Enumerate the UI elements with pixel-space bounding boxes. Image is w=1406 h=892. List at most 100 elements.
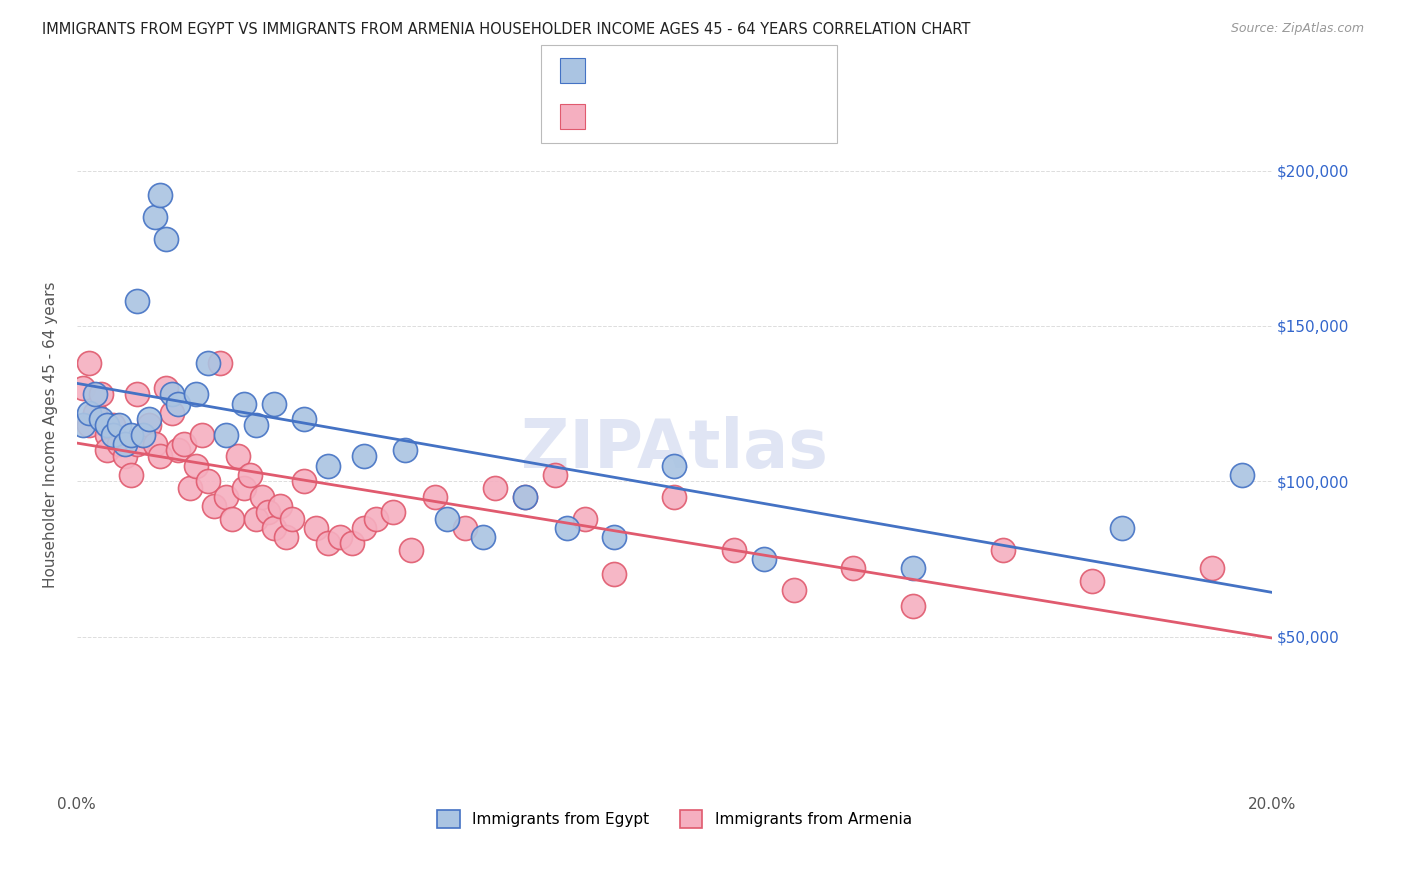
Point [664,490,686,504]
Point [167,443,190,458]
Point [991,542,1014,557]
Text: N =: N = [685,110,728,124]
Point [484,481,506,495]
Point [90,412,112,426]
Point [107,418,129,433]
Point [329,530,352,544]
Point [316,536,339,550]
Point [221,511,243,525]
Point [269,499,291,513]
Point [114,437,136,451]
Text: N =: N = [685,63,728,78]
Point [155,381,177,395]
Point [72,381,94,395]
Point [149,450,172,464]
Point [72,418,94,433]
Point [1081,574,1104,588]
Point [167,397,190,411]
Point [83,406,105,420]
Point [149,188,172,202]
Point [96,443,118,458]
Point [131,427,153,442]
Point [179,481,201,495]
Point [143,211,166,225]
Point [114,450,136,464]
Point [125,437,148,451]
Point [191,427,214,442]
Point [226,450,249,464]
Point [186,458,208,473]
Point [382,505,405,519]
Point [101,418,124,433]
Text: R =: R = [593,63,627,78]
Point [1201,561,1223,575]
Y-axis label: Householder Income Ages 45 - 64 years: Householder Income Ages 45 - 64 years [44,282,58,588]
Point [292,475,315,489]
Point [233,481,256,495]
Point [202,499,225,513]
Legend: Immigrants from Egypt, Immigrants from Armenia: Immigrants from Egypt, Immigrants from A… [430,804,918,834]
Point [783,582,806,597]
Point [425,490,447,504]
Point [215,490,238,504]
Point [574,511,596,525]
Point [305,521,328,535]
Point [340,536,363,550]
Point [162,406,184,420]
Point [77,406,100,420]
Point [233,397,256,411]
Point [555,521,578,535]
Point [197,356,219,370]
Point [125,387,148,401]
Point [603,567,626,582]
Point [245,418,267,433]
Point [281,511,304,525]
Point [96,427,118,442]
Point [143,437,166,451]
Point [197,475,219,489]
Point [263,397,285,411]
Point [209,356,232,370]
Point [544,468,567,483]
Point [77,418,100,433]
Point [155,232,177,246]
Point [603,530,626,544]
Point [723,542,745,557]
Point [131,427,153,442]
Point [239,468,262,483]
Point [1230,468,1253,483]
Point [101,427,124,442]
Point [263,521,285,535]
Point [1111,521,1133,535]
Point [513,490,536,504]
Point [401,542,423,557]
Point [353,450,375,464]
Point [120,468,142,483]
Point [215,427,238,442]
Point [472,530,495,544]
Point [436,511,458,525]
Point [90,387,112,401]
Point [173,437,195,451]
Point [77,356,100,370]
Point [513,490,536,504]
Point [138,418,160,433]
Point [245,511,267,525]
Point [842,561,865,575]
Point [186,387,208,401]
Point [292,412,315,426]
Point [125,294,148,309]
Text: 63: 63 [723,110,744,124]
Point [257,505,280,519]
Text: IMMIGRANTS FROM EGYPT VS IMMIGRANTS FROM ARMENIA HOUSEHOLDER INCOME AGES 45 - 64: IMMIGRANTS FROM EGYPT VS IMMIGRANTS FROM… [42,22,970,37]
Point [316,458,339,473]
Point [901,599,924,613]
Point [664,458,686,473]
Point [274,530,297,544]
Point [752,552,775,566]
Point [120,427,142,442]
Point [394,443,416,458]
Point [83,387,105,401]
Point [454,521,477,535]
Point [138,412,160,426]
